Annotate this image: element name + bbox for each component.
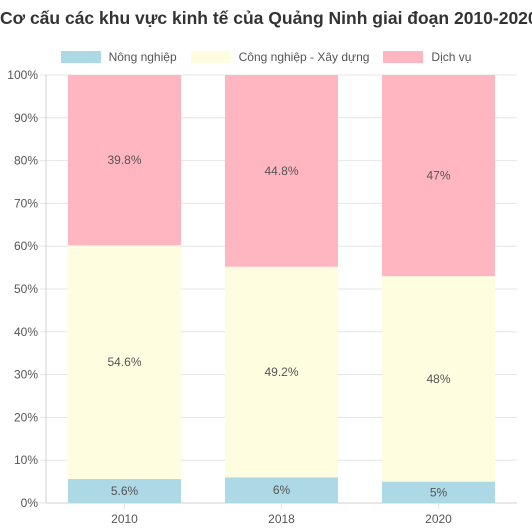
bar-segment xyxy=(67,75,182,246)
chart-title: Cơ cấu các khu vực kinh tế của Quảng Nin… xyxy=(0,8,532,28)
y-tick-label: 70% xyxy=(14,196,38,210)
legend-label-cong-nghiep: Công nghiệp - Xây dựng xyxy=(238,50,370,64)
y-tick-label: 0% xyxy=(21,496,39,510)
legend-label-nong-nghiep: Nông nghiệp xyxy=(108,50,177,64)
data-label: 47% xyxy=(426,169,450,183)
x-tick-label: 2018 xyxy=(268,512,295,526)
legend-swatch-cong-nghiep xyxy=(190,51,231,63)
bar-segment xyxy=(224,75,339,267)
legend: Nông nghiệp Công nghiệp - Xây dựng Dịch … xyxy=(0,50,532,64)
y-tick-label: 80% xyxy=(14,154,38,168)
legend-item-nong-nghiep[interactable]: Nông nghiệp xyxy=(60,50,177,64)
x-tick-label: 2010 xyxy=(111,512,138,526)
bar-segment xyxy=(224,266,339,478)
y-tick-label: 20% xyxy=(14,410,38,424)
data-label: 5.6% xyxy=(111,484,139,498)
bar-segment xyxy=(67,245,182,480)
bar-segment xyxy=(224,477,339,503)
y-tick-label: 60% xyxy=(14,239,38,253)
legend-swatch-dich-vu xyxy=(383,51,424,63)
legend-item-cong-nghiep[interactable]: Công nghiệp - Xây dựng xyxy=(190,50,370,64)
data-label: 48% xyxy=(426,372,450,386)
y-tick-label: 90% xyxy=(14,111,38,125)
data-label: 44.8% xyxy=(264,164,298,178)
legend-label-dich-vu: Dịch vụ xyxy=(431,50,472,64)
y-tick-label: 50% xyxy=(14,282,38,296)
data-label: 49.2% xyxy=(264,365,298,379)
data-label: 39.8% xyxy=(107,153,141,167)
legend-item-dich-vu[interactable]: Dịch vụ xyxy=(383,50,471,64)
y-tick-label: 40% xyxy=(14,325,38,339)
data-label: 6% xyxy=(273,483,291,497)
bar-segment xyxy=(381,481,496,503)
data-label: 5% xyxy=(430,485,448,499)
legend-swatch-nong-nghiep xyxy=(60,51,101,63)
bar-segment xyxy=(381,276,496,482)
y-tick-label: 30% xyxy=(14,368,38,382)
y-tick-label: 100% xyxy=(7,68,38,82)
y-tick-label: 10% xyxy=(14,453,38,467)
data-label: 54.6% xyxy=(107,355,141,369)
bar-segment xyxy=(67,479,182,503)
bar-segment xyxy=(381,75,496,277)
x-tick-label: 2020 xyxy=(425,512,452,526)
